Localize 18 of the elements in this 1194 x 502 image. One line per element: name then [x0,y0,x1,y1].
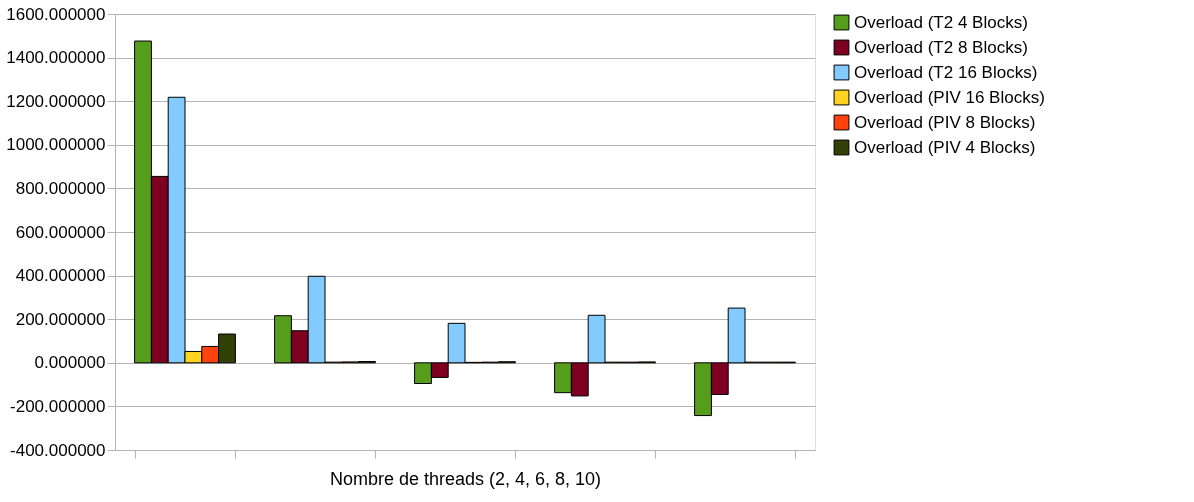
legend-label: Overload (T2 16 Blocks) [854,62,1038,82]
y-tick-label: 1600.000000 [6,4,106,24]
legend-label: Overload (PIV 4 Blocks) [854,137,1036,157]
y-tick-label: 1400.000000 [6,48,106,68]
y-tick-label: 800.000000 [15,178,106,198]
y-tick-label: -200.000000 [10,396,106,416]
legend-label: Overload (T2 8 Blocks) [854,37,1028,57]
y-tick-label: 0.000000 [34,353,106,373]
legend-label: Overload (PIV 16 Blocks) [854,87,1045,107]
legend-label: Overload (PIV 8 Blocks) [854,112,1036,132]
y-tick-label: -400.000000 [10,440,106,460]
y-tick-label: 600.000000 [15,222,106,242]
legend-label: Overload (T2 4 Blocks) [854,12,1028,32]
y-tick-label: 400.000000 [15,266,106,286]
y-tick-label: 200.000000 [15,309,106,329]
x-axis-title: Nombre de threads (2, 4, 6, 8, 10) [329,468,602,489]
y-tick-label: 1000.000000 [6,135,106,155]
y-tick-label: 1200.000000 [6,91,106,111]
